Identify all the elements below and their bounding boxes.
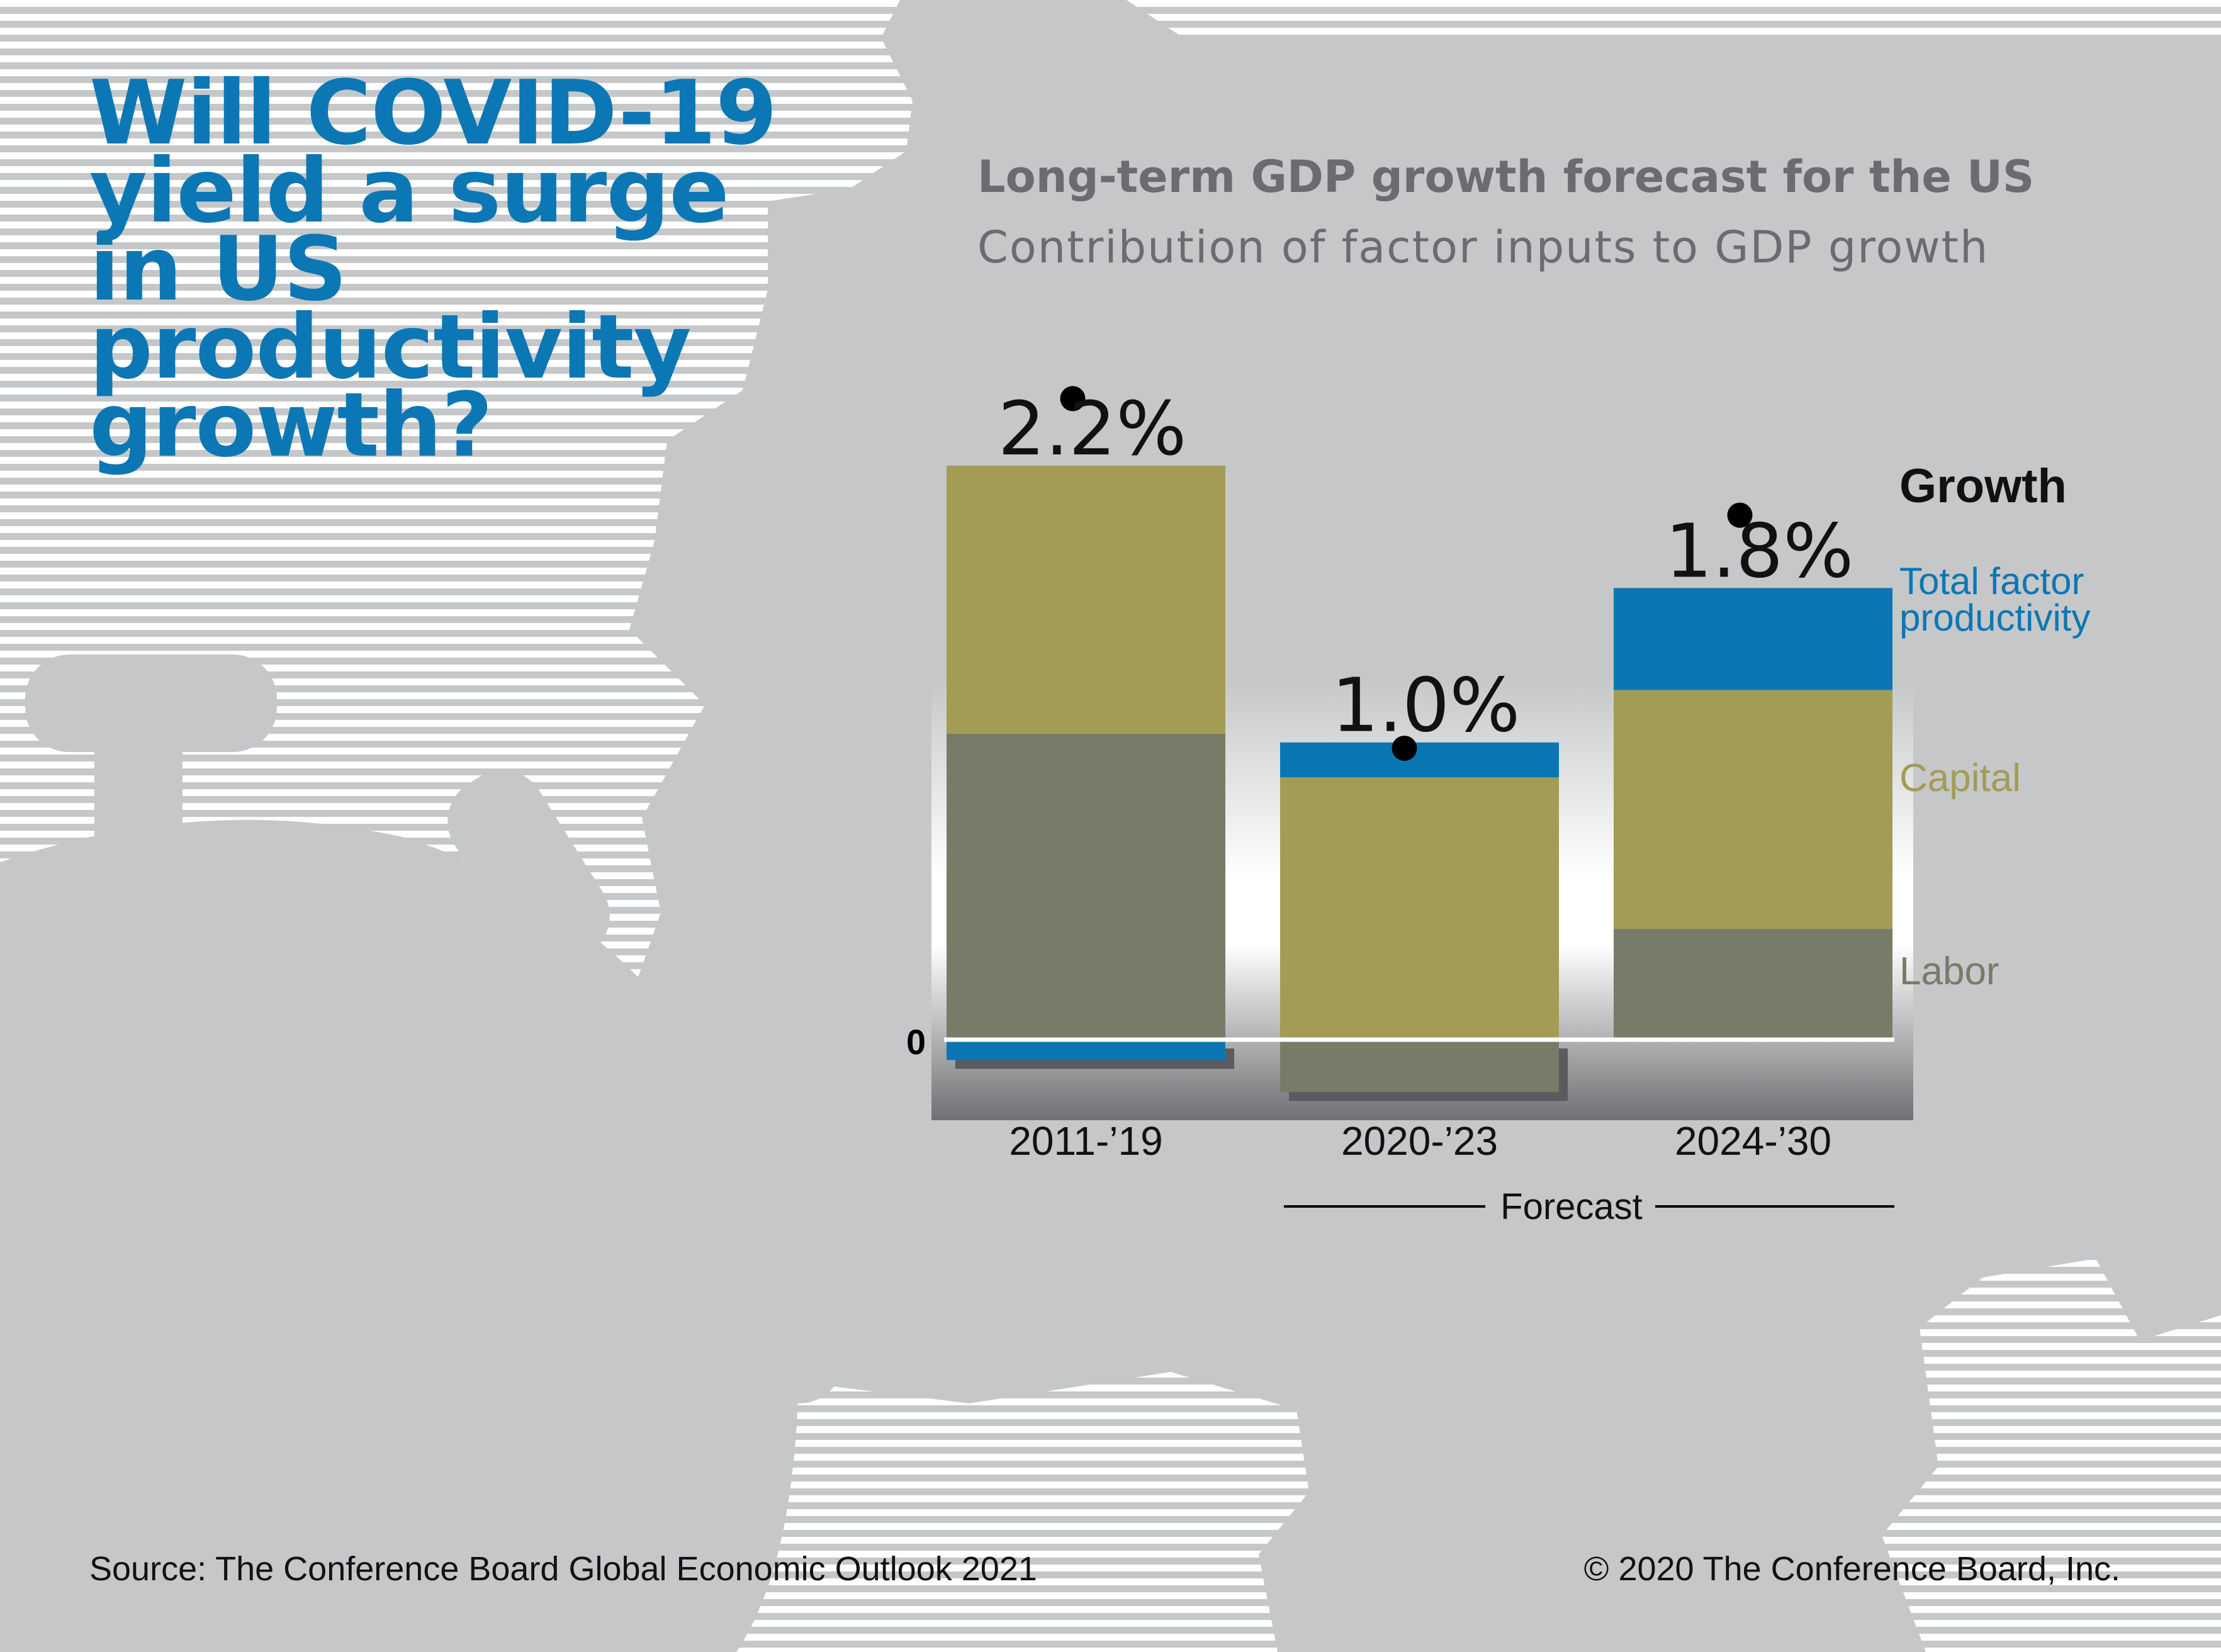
bar-segment-labor (1280, 1040, 1559, 1093)
growth-marker (1392, 736, 1417, 761)
growth-value-label: 2.2% (998, 385, 1187, 472)
chart-title: Long-term GDP growth forecast for the US (977, 151, 2035, 203)
bar-segment-total-factor-productivity (947, 1040, 1225, 1060)
forecast-label: Forecast (1500, 1186, 1643, 1227)
zero-axis-label: 0 (906, 1022, 926, 1062)
legend-growth: Growth (1899, 459, 2067, 513)
growth-value-label: 1.0% (1332, 662, 1521, 749)
bar-segment-total-factor-productivity (1280, 742, 1559, 778)
bar-segment-labor (1614, 929, 1892, 1040)
bar-segment-capital (947, 465, 1225, 734)
category-label: 2011-’19 (1009, 1118, 1162, 1164)
growth-value-label: 1.8% (1665, 507, 1854, 594)
stopwatch-silhouette-icon (0, 655, 843, 1652)
source-note: Source: The Conference Board Global Econ… (89, 1550, 1037, 1588)
chart-subtitle: Contribution of factor inputs to GDP gro… (977, 222, 1989, 273)
bar-segment-total-factor-productivity (1614, 588, 1892, 690)
copyright-note: © 2020 The Conference Board, Inc. (1583, 1550, 2120, 1588)
legend-labor: Labor (1899, 950, 1999, 993)
bar-segment-capital (1614, 690, 1892, 930)
headline: Will COVID-19 yield a surge in US produc… (89, 62, 777, 478)
growth-marker (1727, 502, 1753, 528)
legend-capital: Capital (1899, 756, 2021, 800)
legend-tfp: Total factor (1899, 560, 2084, 602)
bar-segment-capital (1280, 777, 1559, 1040)
category-label: 2020-’23 (1341, 1118, 1498, 1164)
category-label: 2024-’30 (1675, 1118, 1831, 1164)
bar-segment-labor (947, 733, 1225, 1040)
growth-marker (1060, 386, 1086, 412)
legend-tfp: productivity (1899, 597, 2090, 639)
